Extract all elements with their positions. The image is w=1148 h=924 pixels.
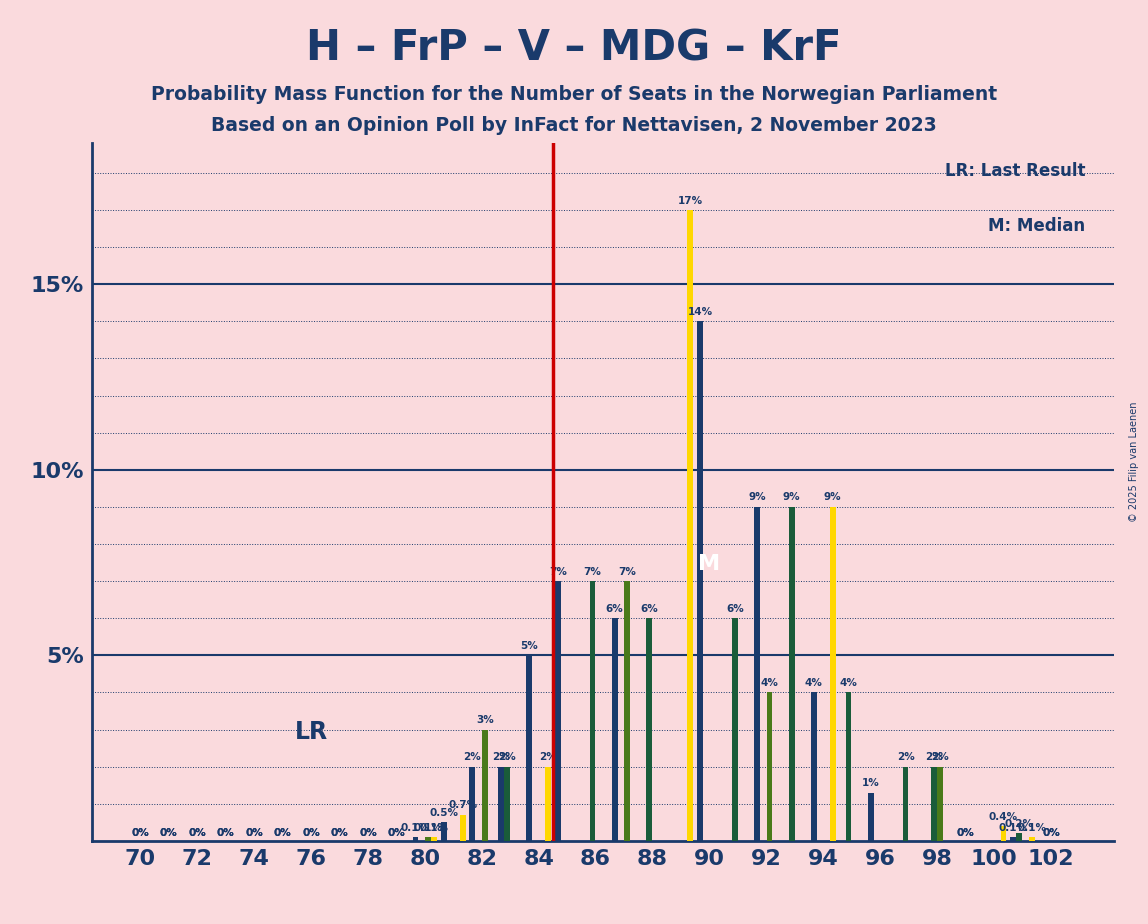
Bar (554, 581, 560, 841)
Text: 1%: 1% (862, 778, 879, 788)
Bar (482, 730, 488, 841)
Text: 0%: 0% (388, 828, 405, 838)
Bar (732, 618, 738, 841)
Text: 0%: 0% (956, 828, 975, 838)
Text: 0%: 0% (956, 828, 975, 838)
Text: 0.1%: 0.1% (401, 822, 430, 833)
Text: 4%: 4% (839, 678, 858, 688)
Bar (789, 507, 794, 841)
Text: 2%: 2% (464, 752, 481, 762)
Bar (412, 837, 418, 841)
Bar (810, 692, 816, 841)
Text: 0%: 0% (331, 828, 348, 838)
Bar (754, 507, 760, 841)
Bar (646, 618, 652, 841)
Text: 5%: 5% (520, 641, 538, 650)
Bar (432, 837, 437, 841)
Bar (830, 507, 836, 841)
Text: 0.5%: 0.5% (429, 808, 458, 818)
Text: 0%: 0% (273, 828, 292, 838)
Text: 0%: 0% (302, 828, 320, 838)
Text: 6%: 6% (726, 603, 744, 614)
Bar (1010, 837, 1016, 841)
Text: 0%: 0% (302, 828, 320, 838)
Bar (931, 767, 937, 841)
Text: LR: LR (294, 721, 327, 745)
Text: 7%: 7% (549, 566, 567, 577)
Bar (846, 692, 852, 841)
Text: © 2025 Filip van Laenen: © 2025 Filip van Laenen (1130, 402, 1139, 522)
Bar (504, 767, 510, 841)
Text: 17%: 17% (677, 196, 703, 205)
Bar (902, 767, 908, 841)
Text: 0%: 0% (246, 828, 263, 838)
Bar (425, 837, 430, 841)
Text: 2%: 2% (897, 752, 915, 762)
Text: 0%: 0% (246, 828, 263, 838)
Bar (527, 655, 533, 841)
Text: 9%: 9% (748, 492, 766, 503)
Bar (545, 767, 551, 841)
Text: 2%: 2% (540, 752, 557, 762)
Text: 6%: 6% (606, 603, 623, 614)
Text: 0%: 0% (1042, 828, 1060, 838)
Text: 0%: 0% (188, 828, 205, 838)
Text: 9%: 9% (783, 492, 800, 503)
Bar (590, 581, 596, 841)
Bar (938, 767, 944, 841)
Text: 7%: 7% (583, 566, 602, 577)
Text: H – FrP – V – MDG – KrF: H – FrP – V – MDG – KrF (307, 28, 841, 69)
Text: M: Median: M: Median (988, 217, 1085, 236)
Text: 0%: 0% (188, 828, 205, 838)
Text: 2%: 2% (925, 752, 943, 762)
Bar (697, 322, 703, 841)
Text: 0.4%: 0.4% (988, 811, 1018, 821)
Bar (767, 692, 773, 841)
Bar (868, 793, 874, 841)
Text: Based on an Opinion Poll by InFact for Nettavisen, 2 November 2023: Based on an Opinion Poll by InFact for N… (211, 116, 937, 136)
Text: 0%: 0% (359, 828, 377, 838)
Text: 6%: 6% (641, 603, 658, 614)
Text: Probability Mass Function for the Number of Seats in the Norwegian Parliament: Probability Mass Function for the Number… (150, 85, 998, 104)
Text: 0%: 0% (331, 828, 348, 838)
Bar (1029, 837, 1034, 841)
Text: 2%: 2% (492, 752, 510, 762)
Bar (688, 210, 693, 841)
Text: 0%: 0% (217, 828, 234, 838)
Text: 0.1%: 0.1% (413, 822, 442, 833)
Text: 4%: 4% (760, 678, 778, 688)
Text: 0%: 0% (273, 828, 292, 838)
Text: 0%: 0% (131, 828, 149, 838)
Text: 14%: 14% (688, 307, 713, 317)
Text: 7%: 7% (619, 566, 636, 577)
Text: 9%: 9% (824, 492, 841, 503)
Text: 0.7%: 0.7% (448, 800, 478, 810)
Text: 0%: 0% (359, 828, 377, 838)
Text: 0%: 0% (388, 828, 405, 838)
Text: 0%: 0% (1042, 828, 1060, 838)
Text: 3%: 3% (476, 715, 494, 725)
Text: 0.1%: 0.1% (1017, 822, 1046, 833)
Bar (625, 581, 630, 841)
Bar (470, 767, 475, 841)
Bar (441, 822, 447, 841)
Text: LR: Last Result: LR: Last Result (945, 162, 1085, 180)
Text: 4%: 4% (805, 678, 823, 688)
Text: 0.1%: 0.1% (420, 822, 449, 833)
Bar (612, 618, 618, 841)
Text: 0%: 0% (131, 828, 149, 838)
Text: 0%: 0% (217, 828, 234, 838)
Text: 0.2%: 0.2% (1004, 819, 1034, 829)
Text: 2%: 2% (498, 752, 515, 762)
Text: 0%: 0% (160, 828, 178, 838)
Text: 2%: 2% (931, 752, 949, 762)
Bar (1016, 833, 1022, 841)
Bar (498, 767, 504, 841)
Bar (460, 815, 466, 841)
Text: 0.1%: 0.1% (999, 822, 1027, 833)
Text: M: M (698, 553, 721, 574)
Bar (1001, 826, 1007, 841)
Text: 0%: 0% (160, 828, 178, 838)
